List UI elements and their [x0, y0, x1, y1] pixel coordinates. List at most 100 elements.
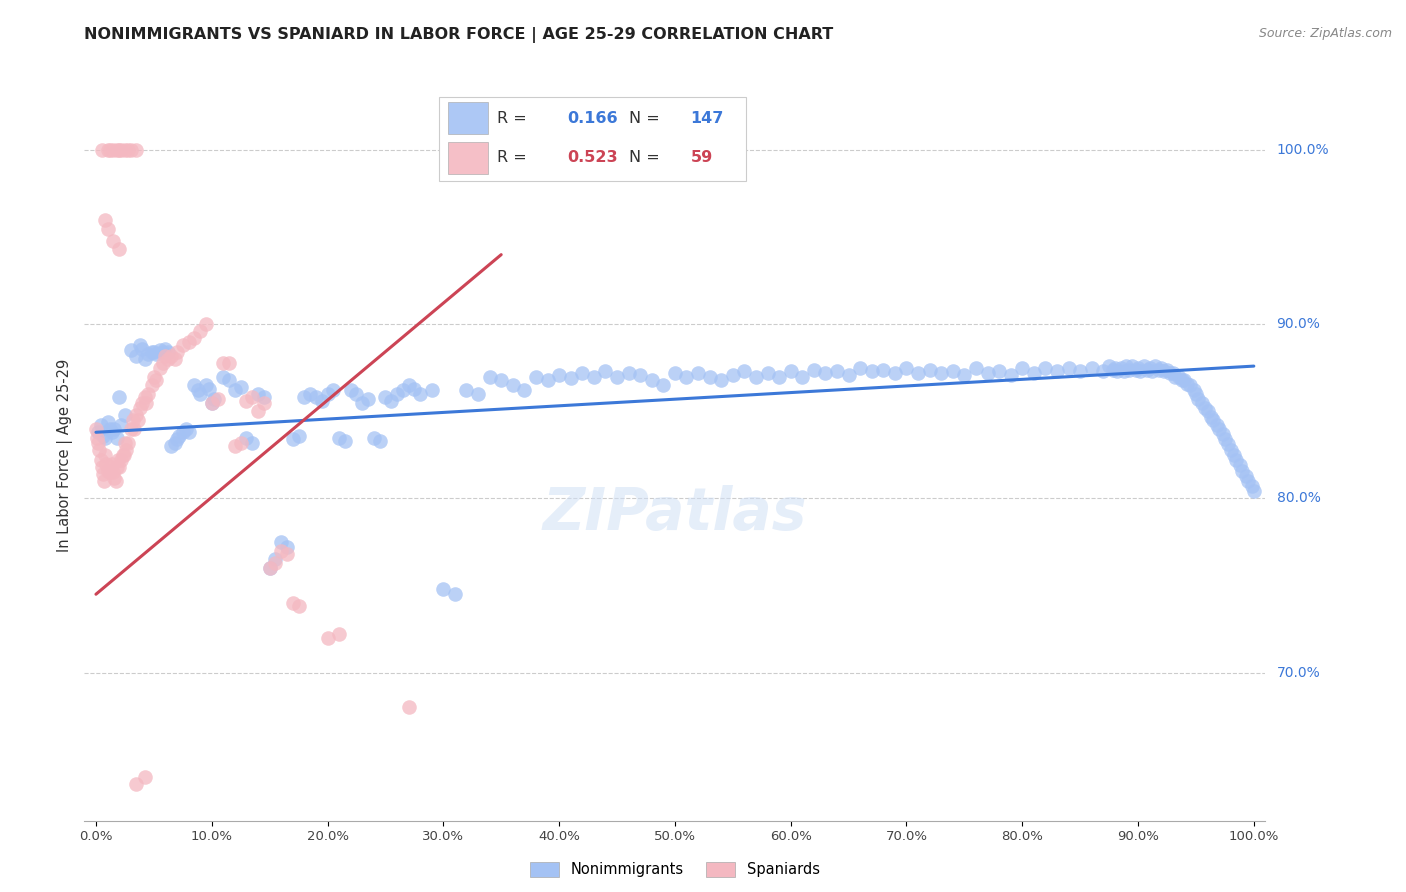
Point: [1147, 362, 1170, 376]
Point: [105, 460, 128, 475]
Point: [131, 395, 153, 409]
Point: [1114, 364, 1136, 378]
Point: [432, 582, 454, 596]
Point: [103, 234, 125, 248]
Point: [965, 360, 987, 375]
Point: [96, 457, 118, 471]
Point: [166, 345, 188, 359]
Point: [224, 439, 246, 453]
Point: [357, 392, 380, 407]
Point: [1161, 366, 1184, 380]
Point: [1205, 418, 1227, 433]
Point: [125, 143, 148, 157]
Point: [149, 343, 172, 358]
Point: [316, 387, 339, 401]
Point: [110, 453, 132, 467]
Point: [883, 366, 905, 380]
Point: [467, 387, 489, 401]
Point: [108, 460, 131, 475]
Point: [169, 429, 191, 443]
Point: [513, 384, 536, 398]
Point: [328, 627, 350, 641]
Point: [1046, 364, 1069, 378]
Point: [311, 393, 333, 408]
Point: [896, 360, 918, 375]
Point: [1057, 360, 1080, 375]
Point: [281, 596, 304, 610]
Point: [929, 366, 952, 380]
Point: [218, 373, 240, 387]
Point: [1022, 366, 1045, 380]
Point: [129, 401, 152, 415]
Point: [1187, 392, 1209, 407]
Point: [1125, 362, 1147, 376]
Point: [229, 380, 252, 394]
Point: [380, 393, 402, 408]
Point: [87, 425, 110, 440]
Point: [264, 556, 287, 570]
Point: [87, 435, 110, 450]
Point: [1109, 360, 1132, 375]
Point: [444, 587, 467, 601]
Point: [1150, 360, 1173, 375]
Point: [571, 366, 593, 380]
Point: [91, 429, 114, 443]
Point: [212, 369, 235, 384]
Point: [346, 387, 368, 401]
Point: [1167, 369, 1189, 384]
Point: [125, 408, 148, 422]
Point: [94, 430, 117, 444]
Point: [152, 356, 174, 370]
Point: [270, 543, 292, 558]
Point: [89, 442, 111, 457]
Point: [120, 143, 142, 157]
Point: [333, 434, 356, 448]
Point: [229, 435, 252, 450]
Point: [90, 460, 112, 475]
Point: [1234, 468, 1257, 483]
Point: [1175, 376, 1198, 391]
Point: [253, 395, 276, 409]
Point: [86, 430, 108, 444]
Point: [188, 324, 211, 338]
Point: [125, 349, 148, 363]
Point: [548, 368, 571, 382]
Point: [112, 448, 135, 462]
Point: [287, 599, 309, 614]
Point: [1232, 464, 1254, 478]
Point: [745, 369, 768, 384]
Point: [664, 366, 686, 380]
Point: [145, 347, 167, 361]
Point: [1107, 364, 1129, 378]
Point: [103, 143, 125, 157]
Point: [803, 362, 825, 376]
Point: [1194, 401, 1216, 415]
Point: [187, 384, 209, 398]
Point: [145, 373, 167, 387]
Text: Source: ZipAtlas.com: Source: ZipAtlas.com: [1258, 27, 1392, 40]
Point: [1208, 422, 1230, 436]
Point: [1237, 474, 1260, 488]
Point: [582, 369, 605, 384]
Point: [1223, 448, 1246, 462]
Point: [339, 384, 361, 398]
Point: [391, 384, 413, 398]
Point: [129, 338, 152, 352]
Point: [1000, 368, 1022, 382]
Point: [103, 466, 125, 480]
Point: [114, 408, 136, 422]
Text: 80.0%: 80.0%: [1277, 491, 1320, 506]
Point: [1202, 413, 1225, 427]
Point: [1178, 378, 1201, 392]
Point: [299, 387, 322, 401]
Point: [404, 382, 426, 396]
Point: [456, 384, 478, 398]
Point: [385, 387, 408, 401]
Point: [166, 432, 188, 446]
Point: [117, 435, 139, 450]
Point: [142, 345, 165, 359]
Point: [141, 345, 163, 359]
Point: [733, 364, 755, 378]
Point: [363, 430, 385, 444]
Point: [247, 404, 270, 418]
